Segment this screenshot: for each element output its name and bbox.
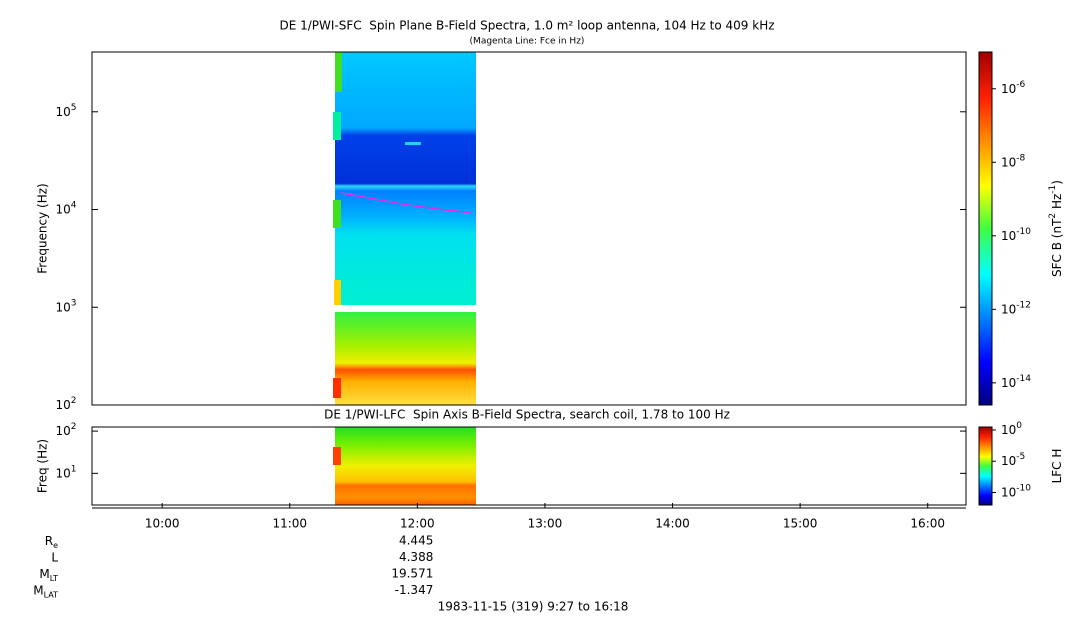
y-tick-label-exp: 2 xyxy=(71,396,77,406)
chart-subtitle: (Magenta Line: Fce in Hz) xyxy=(470,37,585,47)
ephemeris-label: MLT xyxy=(39,567,58,584)
colorbar-tick-label-exp: -12 xyxy=(1016,300,1031,310)
y-tick-label-exp: 1 xyxy=(71,464,77,474)
colorbar-label-part: ) xyxy=(1050,180,1064,185)
footer: 1983-11-15 (319) 9:27 to 16:18 xyxy=(438,600,629,614)
colorbar xyxy=(978,51,993,406)
y-tick-label: 103 xyxy=(55,298,76,314)
x-tick-label: 13:00 xyxy=(528,517,563,531)
colorbar-tick-label: 10-8 xyxy=(1001,153,1026,169)
ephemeris-value: -1.347 xyxy=(395,583,434,597)
spectrogram-image xyxy=(333,52,476,505)
colorbar-label: LFC H xyxy=(1050,449,1064,484)
y-axis-label: Freq (Hz) xyxy=(36,439,50,493)
y-tick-label-base: 10 xyxy=(55,424,70,438)
x-tick-label: 11:00 xyxy=(272,517,307,531)
colorbar-tick-label: 10-6 xyxy=(1001,79,1026,95)
y-tick-label: 102 xyxy=(55,396,76,412)
y-tick-label-base: 10 xyxy=(55,398,70,412)
ephemeris-label: Re xyxy=(45,534,58,551)
ephemeris-label-base: R xyxy=(45,534,53,548)
colorbar-tick-label: 10-12 xyxy=(1001,300,1031,316)
colorbar-tick-label-base: 10 xyxy=(1001,422,1016,436)
ephemeris-label-base: M xyxy=(39,567,49,581)
x-tick-label: 16:00 xyxy=(910,517,945,531)
y-tick-label: 105 xyxy=(55,102,76,118)
ephemeris-value: 19.571 xyxy=(391,567,433,581)
y-tick-label-base: 10 xyxy=(55,104,70,118)
ephemeris-value: 4.445 xyxy=(399,534,433,548)
colorbar-tick-label-exp: -8 xyxy=(1016,153,1025,163)
colorbar-label: SFC B (nT2 Hz-1) xyxy=(1048,180,1064,277)
y-tick-label-exp: 3 xyxy=(71,298,77,308)
colorbar-tick-label: 10-5 xyxy=(1001,452,1025,468)
x-tick-label: 12:00 xyxy=(400,517,435,531)
colorbar-label-part: Hz xyxy=(1050,194,1064,213)
colorbar-tick-label-base: 10 xyxy=(1001,228,1016,242)
y-tick-label-exp: 2 xyxy=(71,422,77,432)
fce-line xyxy=(340,192,471,214)
panel-title: DE 1/PWI-LFC Spin Axis B-Field Spectra, … xyxy=(324,408,730,422)
x-tick-label: 14:00 xyxy=(655,517,690,531)
x-tick-label: 15:00 xyxy=(783,517,818,531)
colorbar-tick-label-base: 10 xyxy=(1001,375,1016,389)
colorbar-tick-label: 10-10 xyxy=(1001,226,1031,242)
ephemeris-label: MLAT xyxy=(33,583,58,600)
ephemeris-label-sub: LT xyxy=(50,574,58,583)
plot-frame xyxy=(91,51,967,406)
y-tick-label: 101 xyxy=(55,464,76,480)
colorbar-tick-label-exp: 0 xyxy=(1016,420,1022,430)
ephemeris-label-sub: e xyxy=(53,541,58,550)
colorbar-tick-label-base: 10 xyxy=(1001,155,1016,169)
ephemeris-label: L xyxy=(51,550,58,564)
colorbar-tick-label-exp: -6 xyxy=(1016,79,1025,89)
colorbar-tick-label-base: 10 xyxy=(1001,485,1016,499)
y-tick-label-exp: 5 xyxy=(71,102,77,112)
chart-title: DE 1/PWI-SFC Spin Plane B-Field Spectra,… xyxy=(279,19,774,33)
y-axis-label: Frequency (Hz) xyxy=(36,183,50,274)
ephemeris-label-sub: LAT xyxy=(44,591,58,600)
colorbar-tick-label: 10-14 xyxy=(1001,373,1031,389)
y-tick-label-exp: 4 xyxy=(71,200,77,210)
colorbar-tick-label-exp: -10 xyxy=(1016,483,1031,493)
ephemeris-label-base: L xyxy=(51,550,58,564)
colorbar-tick-label: 100 xyxy=(1001,420,1022,436)
colorbar-tick-label-exp: -14 xyxy=(1016,373,1031,383)
colorbar-tick-label-base: 10 xyxy=(1001,81,1016,95)
y-tick-label-base: 10 xyxy=(55,202,70,216)
colorbar-tick-label: 10-10 xyxy=(1001,483,1031,499)
colorbar-label-part: LFC H xyxy=(1050,449,1064,484)
y-tick-label: 104 xyxy=(55,200,76,216)
colorbar-label-part: 2 xyxy=(1048,213,1058,219)
y-tick-label-base: 10 xyxy=(55,466,70,480)
ephemeris-label-base: M xyxy=(33,583,43,597)
colorbar-tick-label-exp: -5 xyxy=(1016,452,1025,462)
plot-frame xyxy=(91,426,967,506)
y-tick-label-base: 10 xyxy=(55,300,70,314)
colorbar-tick-label-base: 10 xyxy=(1001,454,1016,468)
colorbar-label-part: -1 xyxy=(1048,185,1058,194)
y-tick-label: 102 xyxy=(55,422,76,438)
ephemeris-value: 4.388 xyxy=(399,550,433,564)
colorbar-label-part: SFC B (nT xyxy=(1050,218,1064,277)
x-tick-label: 10:00 xyxy=(145,517,180,531)
colorbar-tick-label-base: 10 xyxy=(1001,302,1016,316)
colorbar-tick-label-exp: -10 xyxy=(1016,226,1031,236)
colorbar xyxy=(978,426,993,506)
